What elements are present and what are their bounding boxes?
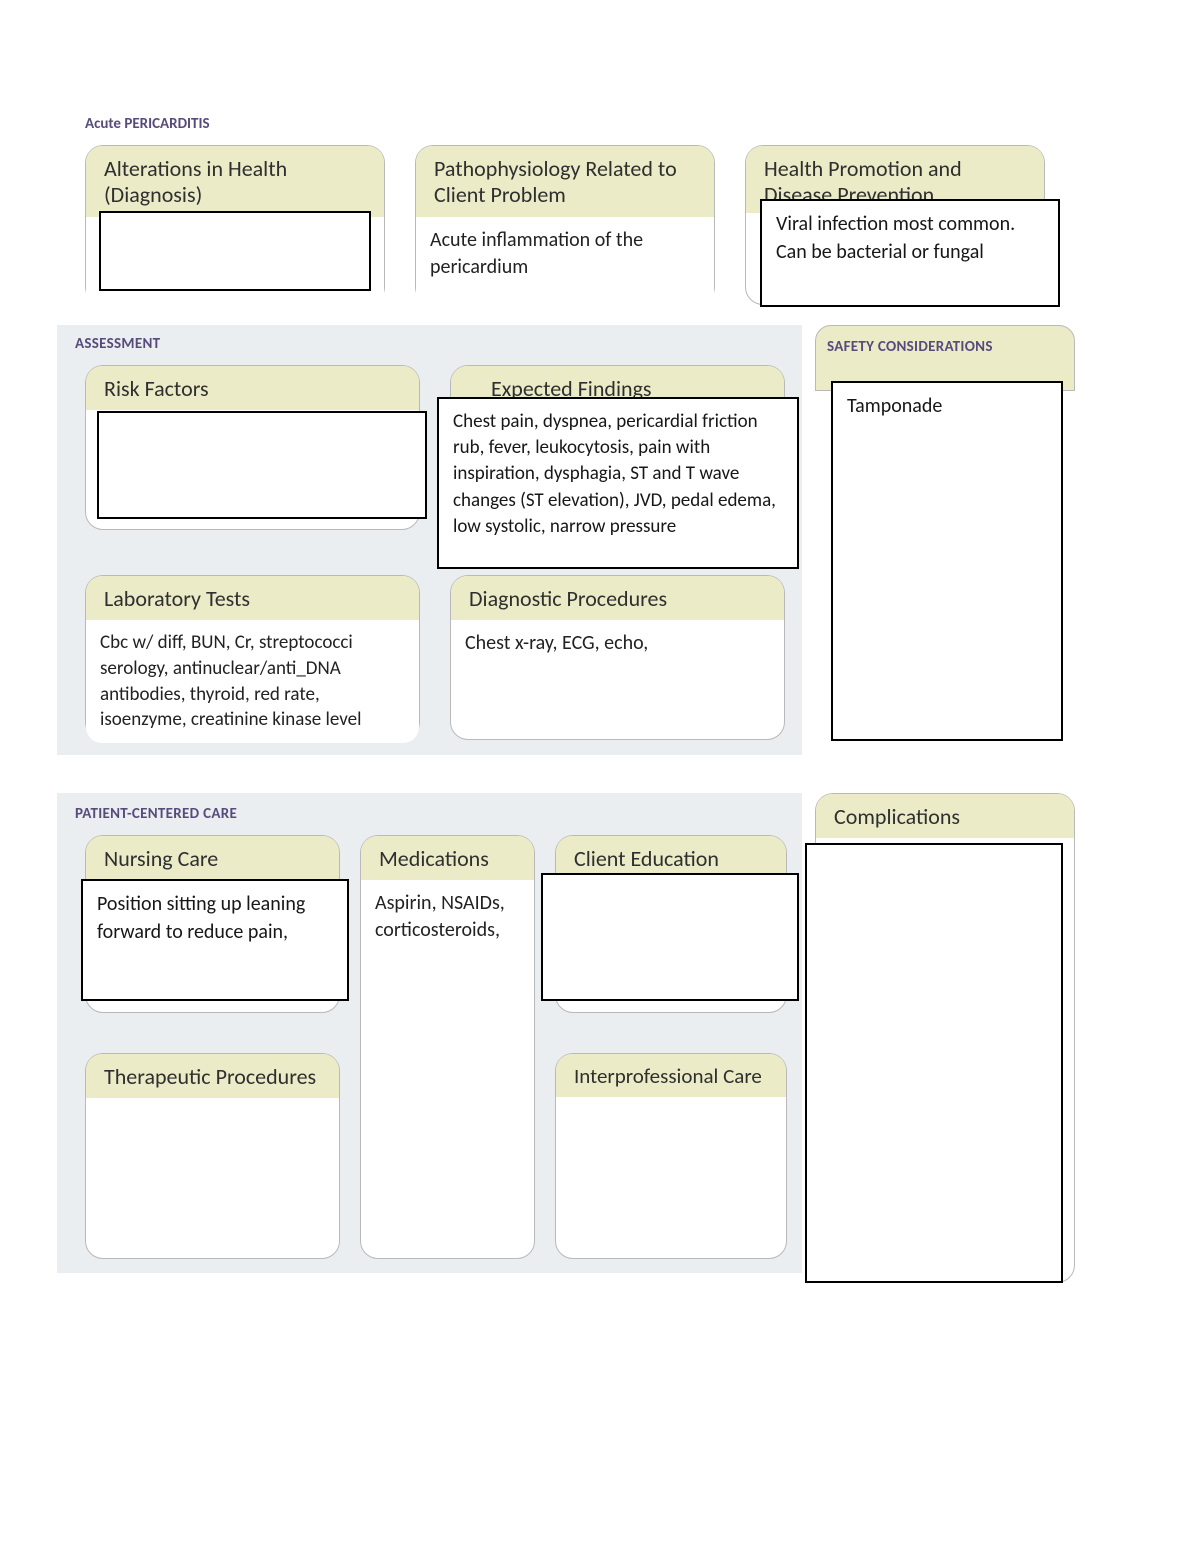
card-lab-tests-body: Cbc w/ diff, BUN, Cr, streptococci serol… — [86, 620, 419, 743]
card-interprofessional-care: Interprofessional Care — [555, 1053, 787, 1259]
card-pathophysiology-header: Pathophysiology Related to Client Proble… — [416, 146, 714, 217]
card-diagnostic-procedures-body: Chest x-ray, ECG, echo, — [451, 620, 784, 667]
section-patientcare-label: PATIENT-CENTERED CARE — [75, 805, 237, 823]
section-assessment-label: ASSESSMENT — [75, 335, 160, 353]
card-diagnostic-procedures: Diagnostic Procedures Chest x-ray, ECG, … — [450, 575, 785, 740]
card-complications-body — [805, 843, 1063, 1283]
card-expected-findings-body: Chest pain, dyspnea, pericardial frictio… — [437, 397, 799, 569]
card-lab-tests-header: Laboratory Tests — [86, 576, 419, 620]
card-nursing-care-header: Nursing Care — [86, 836, 339, 880]
section-safety-label: SAFETY CONSIDERATIONS — [827, 337, 993, 357]
card-safety-body: Tamponade — [831, 381, 1063, 741]
card-risk-factors-body — [97, 411, 427, 519]
card-alterations-header: Alterations in Health (Diagnosis) — [86, 146, 384, 217]
card-medications-body: Aspirin, NSAIDs, corticosteroids, — [361, 880, 534, 954]
card-interprofessional-care-body — [556, 1097, 786, 1255]
card-nursing-care-body: Position sitting up leaning forward to r… — [81, 879, 349, 1001]
card-lab-tests: Laboratory Tests Cbc w/ diff, BUN, Cr, s… — [85, 575, 420, 740]
card-interprofessional-care-header: Interprofessional Care — [556, 1054, 786, 1097]
card-health-promotion-body: Viral infection most common. Can be bact… — [760, 199, 1060, 307]
card-therapeutic-procedures: Therapeutic Procedures — [85, 1053, 340, 1259]
card-client-education-body — [541, 873, 799, 1001]
card-therapeutic-procedures-header: Therapeutic Procedures — [86, 1054, 339, 1098]
card-medications: Medications Aspirin, NSAIDs, corticoster… — [360, 835, 535, 1259]
document-title: Acute PERICARDITIS — [85, 115, 1115, 133]
card-pathophysiology-body: Acute inflammation of the pericardium — [416, 217, 714, 313]
card-therapeutic-procedures-body — [86, 1098, 339, 1256]
card-risk-factors-header: Risk Factors — [86, 366, 419, 410]
card-pathophysiology: Pathophysiology Related to Client Proble… — [415, 145, 715, 305]
card-complications-header: Complications — [816, 794, 1074, 838]
card-diagnostic-procedures-header: Diagnostic Procedures — [451, 576, 784, 620]
card-medications-header: Medications — [361, 836, 534, 880]
card-alterations-body — [99, 211, 371, 291]
